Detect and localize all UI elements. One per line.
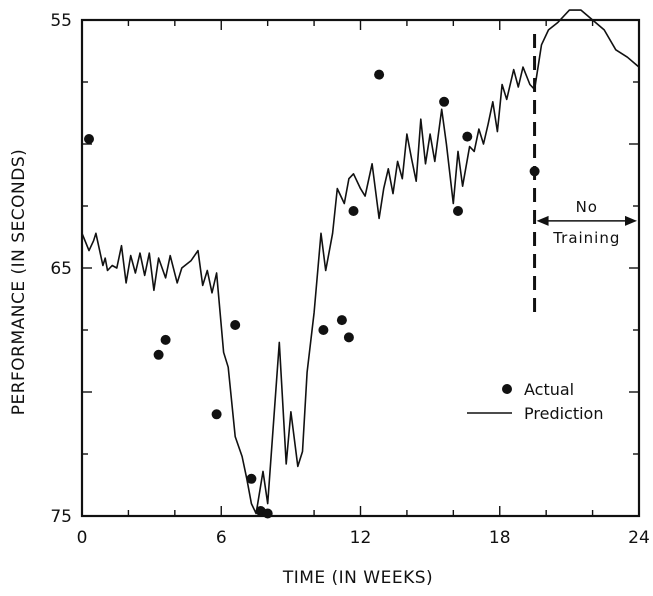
actual-point	[462, 131, 473, 142]
x-tick-label: 24	[628, 528, 650, 548]
y-axis-title: PERFORMANCE (IN SECONDS)	[9, 149, 29, 416]
actual-point	[153, 349, 164, 360]
actual-point	[84, 134, 94, 144]
ticks: 0 6 12 18 24 55 65 75	[50, 11, 649, 548]
annotation-line2: Training	[552, 229, 620, 247]
arrow-head-right-icon	[625, 215, 637, 226]
x-tick-label: 6	[216, 528, 227, 548]
actual-point	[246, 473, 257, 484]
arrow-head-left-icon	[536, 215, 549, 226]
x-tick-label: 0	[77, 528, 88, 548]
actual-point	[374, 69, 385, 80]
y-tick-label: 75	[50, 507, 72, 527]
x-tick-label: 18	[489, 528, 511, 548]
actual-point	[336, 315, 347, 326]
y-tick-label: 55	[50, 11, 72, 31]
series-actual	[84, 69, 540, 519]
plot-frame	[80, 18, 641, 518]
legend-actual-marker	[502, 384, 512, 394]
annotation: No Training	[533, 34, 637, 318]
legend: Actual Prediction	[467, 380, 603, 423]
actual-point	[160, 334, 171, 345]
actual-point	[343, 332, 354, 343]
series-prediction	[81, 9, 640, 515]
axes	[80, 18, 641, 518]
actual-point	[439, 96, 450, 107]
actual-point	[211, 409, 222, 420]
y-tick-label: 65	[50, 259, 72, 279]
actual-point	[262, 508, 273, 519]
x-tick-label: 12	[350, 528, 372, 548]
legend-actual-label: Actual	[524, 380, 574, 399]
legend-prediction-label: Prediction	[524, 404, 603, 423]
actual-point	[318, 325, 329, 335]
prediction-line	[81, 9, 640, 515]
actual-point	[453, 206, 463, 216]
actual-point	[230, 320, 241, 330]
x-axis-title: TIME (IN WEEKS)	[282, 568, 433, 588]
annotation-line1: No	[576, 198, 598, 216]
actual-point	[348, 206, 359, 216]
